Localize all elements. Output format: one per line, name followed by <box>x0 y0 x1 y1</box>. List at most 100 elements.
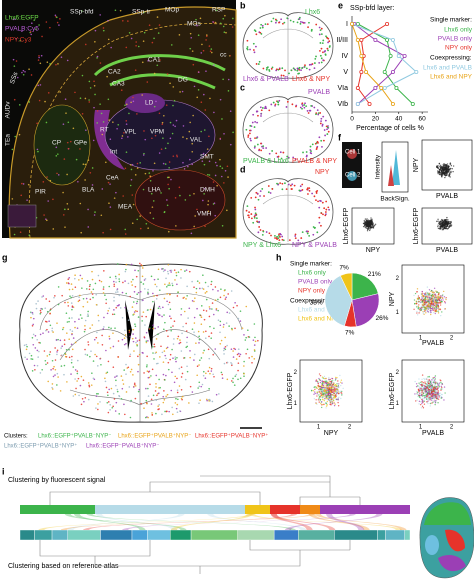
cell <box>176 389 179 392</box>
cell <box>201 383 204 386</box>
cell <box>103 316 105 319</box>
cell <box>176 155 178 158</box>
cell <box>66 59 69 62</box>
cell <box>232 17 234 20</box>
cell <box>69 328 72 331</box>
cell <box>96 55 99 58</box>
cell-point <box>437 172 439 175</box>
cell <box>217 290 219 292</box>
cell <box>147 309 149 311</box>
cell <box>294 233 297 236</box>
cell <box>97 274 100 277</box>
cell <box>32 333 35 336</box>
cell-point <box>419 397 422 400</box>
cell <box>175 397 177 400</box>
cell <box>111 313 114 316</box>
cell <box>91 184 94 186</box>
cell <box>230 290 233 292</box>
label: Intensity <box>375 154 382 179</box>
cell-point <box>442 299 444 301</box>
cell <box>37 356 39 358</box>
cell <box>214 174 217 177</box>
flow-ribbon <box>270 514 336 530</box>
cell <box>81 74 84 77</box>
cell <box>298 72 300 75</box>
cell <box>321 42 324 45</box>
cell-point <box>322 392 324 395</box>
cell <box>172 104 174 107</box>
cell-point <box>420 309 423 311</box>
cell <box>160 192 162 194</box>
cell <box>53 365 55 368</box>
cell <box>226 311 229 314</box>
label: SSs <box>9 71 20 85</box>
cell-point <box>417 395 419 398</box>
cell <box>56 351 58 353</box>
cell <box>205 39 207 41</box>
cell <box>181 90 184 93</box>
cell-point <box>449 171 451 173</box>
cell-point <box>333 379 335 382</box>
cell <box>200 101 203 103</box>
cell-point <box>439 222 441 224</box>
cell <box>212 353 214 356</box>
cell-point <box>340 379 343 381</box>
cell <box>37 84 40 87</box>
cell-point <box>433 306 435 309</box>
cell <box>82 163 85 166</box>
cell-point <box>426 384 428 386</box>
cell <box>281 238 284 241</box>
cell <box>116 304 119 307</box>
cell <box>180 376 183 378</box>
cell <box>319 54 322 57</box>
cell <box>191 142 194 145</box>
flow-ribbon <box>96 514 178 530</box>
cell-point <box>314 392 316 395</box>
cell <box>247 136 250 138</box>
cell <box>174 356 177 358</box>
cell-point <box>441 176 443 178</box>
cell <box>153 105 156 108</box>
cell <box>127 136 129 138</box>
cell <box>68 338 71 341</box>
cell <box>274 104 276 107</box>
point <box>385 21 390 26</box>
cell <box>113 296 115 299</box>
cell-point <box>422 407 425 409</box>
cell <box>180 313 182 316</box>
cell <box>116 388 119 391</box>
cell-point <box>448 222 450 224</box>
cell-point <box>420 307 423 309</box>
flow-ribbon <box>64 514 187 530</box>
cell <box>37 150 39 153</box>
cell-point <box>433 287 436 289</box>
label: NPY <box>366 247 381 254</box>
cell <box>38 56 40 59</box>
cell <box>176 403 179 406</box>
cell <box>256 136 259 139</box>
cell <box>305 151 308 153</box>
cell <box>107 411 110 414</box>
cell <box>137 363 140 366</box>
cell <box>197 71 200 73</box>
cell <box>217 319 220 322</box>
cell <box>154 390 157 392</box>
cell <box>180 397 183 400</box>
cell <box>165 410 168 413</box>
cell <box>51 359 54 362</box>
cell <box>158 24 161 26</box>
cell-point <box>324 385 326 387</box>
cell <box>321 201 324 204</box>
cell <box>39 62 42 65</box>
cell-point <box>435 391 438 393</box>
cell <box>306 110 309 112</box>
cell-point <box>442 294 444 296</box>
cell <box>326 126 329 129</box>
cell-point <box>424 386 426 388</box>
cell <box>212 313 215 316</box>
cell <box>132 96 134 99</box>
cell <box>125 373 127 375</box>
cell <box>206 398 208 401</box>
cell-point <box>328 397 330 400</box>
cell-point <box>370 217 372 219</box>
